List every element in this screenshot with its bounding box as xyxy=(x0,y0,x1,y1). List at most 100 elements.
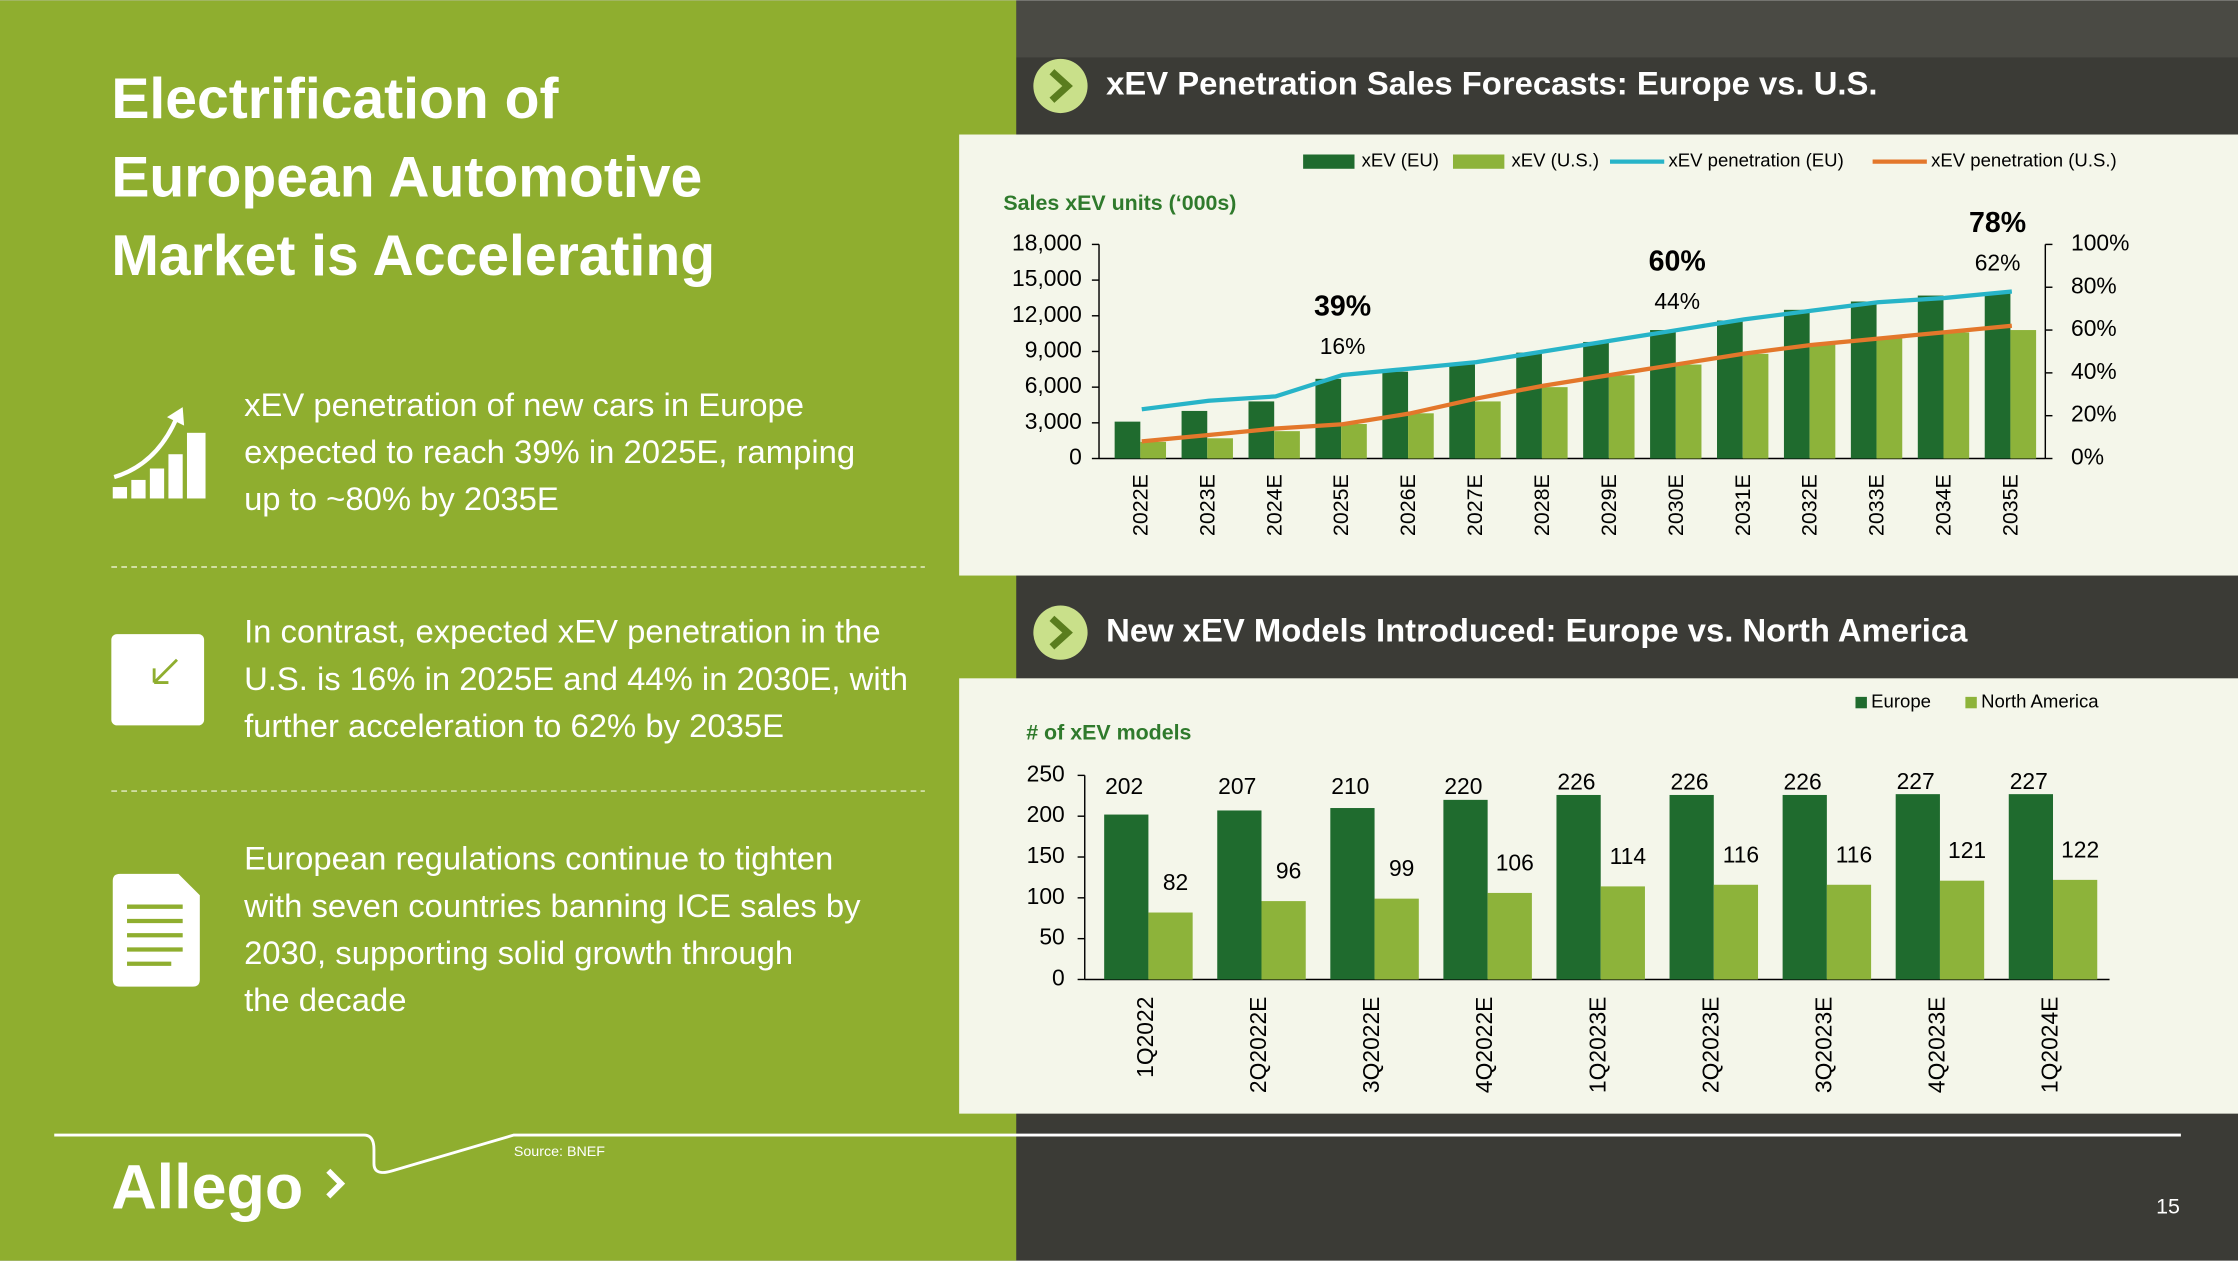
bar xyxy=(1717,320,1743,459)
green-panel xyxy=(0,0,1017,1261)
x-tick-label: 1Q2022 xyxy=(1132,997,1158,1078)
bar xyxy=(1895,794,1940,980)
bar xyxy=(1917,295,1944,459)
page-number: 15 xyxy=(2156,1194,2180,1218)
legend-swatch xyxy=(1855,696,1867,709)
data-label: 114 xyxy=(1610,843,1647,869)
y-tick-label: 15,000 xyxy=(1012,265,1082,291)
line-series xyxy=(1141,323,2013,444)
y2-tick-label: 0% xyxy=(2071,444,2104,470)
data-label: 226 xyxy=(1784,769,1822,795)
bullet-text: In contrast, expected xEV penetration in… xyxy=(244,613,881,650)
legend-label: North America xyxy=(1981,690,2099,711)
y2-tick-label: 60% xyxy=(2071,315,2117,341)
bullet-text: 2030, supporting solid growth through xyxy=(244,934,793,971)
bullet-text: further acceleration to 62% by 2035E xyxy=(244,707,784,744)
bar xyxy=(1449,364,1475,459)
photo-strip xyxy=(1016,0,2238,58)
data-label: 82 xyxy=(1163,869,1188,895)
x-tick-label: 3Q2023E xyxy=(1810,997,1836,1093)
x-tick-label: 2031E xyxy=(1731,474,1755,536)
data-label: 62% xyxy=(1975,249,2021,275)
x-tick-label: 2026E xyxy=(1396,474,1420,536)
bullet-text: U.S. is 16% in 2025E and 44% in 2030E, w… xyxy=(244,660,908,697)
x-tick-label: 2Q2022E xyxy=(1245,997,1271,1093)
bar xyxy=(1556,794,1601,980)
growth-icon xyxy=(112,407,206,499)
bullet-text: European regulations continue to tighten xyxy=(244,840,833,877)
bar xyxy=(1876,337,1903,459)
bar xyxy=(1669,794,1714,980)
bar xyxy=(1341,424,1367,459)
bar xyxy=(1114,421,1141,459)
bar xyxy=(1984,291,2011,459)
y-tick-label: 6,000 xyxy=(1025,372,1082,398)
y-tick-label: 150 xyxy=(1027,842,1065,868)
y-tick-label: 9,000 xyxy=(1025,336,1082,362)
data-label: 122 xyxy=(2061,836,2099,862)
chart-title: New xEV Models Introduced: Europe vs. No… xyxy=(1106,611,1968,648)
data-label: 210 xyxy=(1331,773,1369,799)
data-label: 99 xyxy=(1389,855,1414,881)
x-tick-label: 2033E xyxy=(1865,474,1889,536)
bar xyxy=(1274,431,1300,459)
data-label: 78% xyxy=(1969,207,2026,239)
y2-tick-label: 40% xyxy=(2071,358,2117,384)
x-tick-label: 1Q2023E xyxy=(1584,997,1610,1093)
legend-swatch xyxy=(1965,696,1977,709)
bullet-text: xEV penetration of new cars in Europe xyxy=(244,386,804,423)
y2-tick-label: 80% xyxy=(2071,272,2117,298)
data-label: 227 xyxy=(1897,768,1935,794)
slide-title: Electrification of xyxy=(111,67,559,131)
data-label: 116 xyxy=(1723,841,1759,867)
bar xyxy=(1516,352,1542,459)
bar xyxy=(2053,879,2098,980)
bar xyxy=(1600,886,1645,980)
document-icon xyxy=(112,873,200,987)
bar xyxy=(1742,353,1769,459)
y2-tick-label: 20% xyxy=(2071,401,2117,427)
chevron xyxy=(1049,615,1073,650)
bar xyxy=(1474,401,1501,459)
y-tick-label: 18,000 xyxy=(1012,229,1082,255)
x-tick-label: 4Q2023E xyxy=(1924,997,1950,1093)
x-tick-label: 2028E xyxy=(1530,474,1554,536)
x-tick-label: 2Q2023E xyxy=(1697,997,1723,1093)
bar xyxy=(1104,814,1149,980)
chevron-icon xyxy=(1033,605,1088,660)
data-label: 116 xyxy=(1836,841,1872,867)
bar xyxy=(1850,301,1877,459)
x-tick-label: 2024E xyxy=(1262,474,1286,536)
x-tick-label: 3Q2022E xyxy=(1358,997,1384,1093)
y-tick-label: 0 xyxy=(1069,444,1082,470)
bar xyxy=(1583,341,1609,459)
bar xyxy=(1487,892,1532,980)
y-tick-label: 100 xyxy=(1027,883,1065,909)
data-label: 207 xyxy=(1218,773,1256,799)
y-tick-label: 200 xyxy=(1027,801,1065,827)
data-label: 226 xyxy=(1670,769,1708,795)
bar xyxy=(1408,413,1434,459)
bar xyxy=(1826,884,1872,980)
data-label: 60% xyxy=(1649,246,1706,278)
data-label: 226 xyxy=(1557,769,1595,795)
y-tick-label: 12,000 xyxy=(1012,301,1082,327)
bar xyxy=(1608,375,1635,459)
x-tick-label: 2025E xyxy=(1329,474,1353,536)
bar xyxy=(1783,309,1810,459)
bullet-text: expected to reach 39% in 2025E, ramping xyxy=(244,433,855,470)
data-label: 227 xyxy=(2010,768,2048,794)
bar xyxy=(1261,901,1306,980)
legend-label: xEV (U.S.) xyxy=(1512,150,1600,171)
y-tick-label: 0 xyxy=(1052,965,1065,991)
bar xyxy=(2010,330,2037,459)
x-tick-label: 2030E xyxy=(1664,474,1688,536)
bar xyxy=(1443,799,1488,980)
bar xyxy=(1650,330,1676,459)
y-axis-label: Sales xEV units (‘000s) xyxy=(1003,191,1236,215)
legend-label: Europe xyxy=(1871,690,1931,711)
source-note: Source: BNEF xyxy=(514,1144,605,1160)
data-label: 44% xyxy=(1654,288,1700,314)
data-label: 220 xyxy=(1444,773,1482,799)
